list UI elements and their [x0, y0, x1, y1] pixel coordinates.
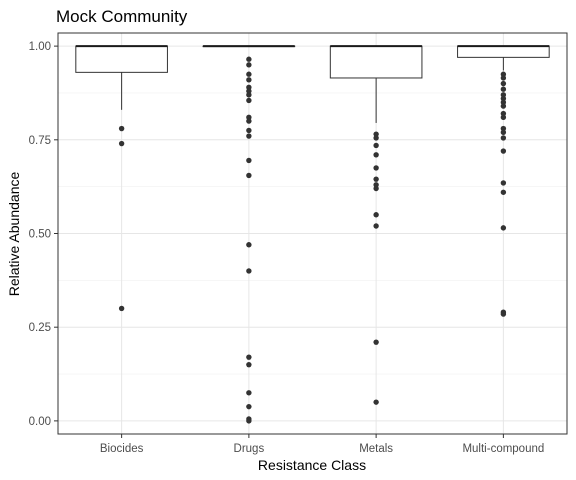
outlier-point	[246, 268, 252, 274]
outlier-point	[500, 125, 507, 132]
outlier-point	[246, 71, 252, 77]
outlier-point	[500, 103, 507, 109]
outlier-point	[373, 176, 379, 182]
outlier-point	[246, 418, 252, 424]
outlier-point	[246, 172, 252, 179]
y-tick-label: 0.50	[29, 229, 51, 241]
chart-title: Mock Community	[56, 7, 188, 26]
outlier-point	[246, 403, 252, 410]
y-tick-label: 1.00	[29, 41, 51, 53]
outlier-point	[373, 399, 379, 405]
outlier-point	[246, 92, 252, 98]
outlier-point	[246, 97, 252, 104]
outlier-point	[373, 152, 379, 158]
outlier-point	[500, 99, 507, 106]
outlier-point	[373, 339, 379, 345]
outlier-point	[373, 135, 379, 141]
outlier-point	[500, 225, 507, 231]
outlier-point	[246, 361, 252, 368]
x-tick-label: Drugs	[234, 443, 265, 455]
outlier-point	[246, 390, 252, 396]
box-iqr	[457, 45, 550, 58]
outlier-point	[500, 86, 507, 92]
outlier-point	[373, 182, 379, 188]
grid-lines	[58, 33, 567, 434]
outlier-point	[246, 114, 252, 121]
outlier-point	[246, 56, 252, 62]
y-axis-title: Relative Abundance	[6, 172, 22, 297]
outlier-point	[373, 131, 379, 137]
x-tick-label: Multi-compound	[462, 443, 544, 455]
outlier-point	[500, 80, 507, 87]
outlier-point	[500, 110, 507, 117]
outlier-series	[118, 56, 507, 424]
outlier-point	[118, 305, 125, 312]
outlier-point	[500, 189, 507, 195]
x-tick-label: Biocides	[100, 443, 144, 455]
outlier-point	[246, 133, 252, 139]
outlier-point	[500, 129, 507, 136]
outlier-point	[118, 125, 125, 132]
outlier-point	[500, 180, 507, 186]
outlier-point	[373, 142, 379, 149]
outlier-point	[246, 77, 252, 83]
y-tick-label: 0.25	[29, 322, 51, 334]
y-axis: 0.00 0.25 0.50 0.75 1.00	[29, 41, 58, 428]
box-iqr	[329, 45, 423, 79]
outlier-point	[246, 84, 252, 91]
y-tick-label: 0.75	[29, 135, 51, 147]
outlier-point	[246, 242, 252, 248]
outlier-point	[500, 71, 507, 77]
outlier-point	[373, 212, 379, 218]
outlier-point	[500, 135, 507, 141]
outlier-point	[246, 127, 252, 134]
outlier-point	[500, 75, 507, 81]
outlier-point	[373, 185, 379, 192]
box-series	[75, 45, 550, 123]
outlier-point	[373, 165, 379, 171]
x-axis: Biocides Drugs Metals Multi-compound	[100, 434, 544, 455]
x-tick-label: Metals	[359, 443, 393, 455]
outlier-point	[118, 140, 125, 147]
outlier-point	[246, 88, 252, 94]
outlier-point	[246, 354, 252, 360]
outlier-point	[373, 223, 379, 229]
outlier-point	[500, 114, 507, 121]
outlier-point	[246, 157, 252, 164]
box-iqr	[75, 45, 168, 73]
outlier-point	[500, 92, 507, 98]
outlier-point	[246, 62, 252, 68]
outlier-point	[500, 95, 507, 102]
y-tick-label: 0.00	[29, 416, 51, 428]
outlier-point	[500, 148, 507, 154]
x-axis-title: Resistance Class	[258, 457, 366, 473]
outlier-point	[500, 311, 507, 317]
outlier-point	[246, 118, 252, 124]
